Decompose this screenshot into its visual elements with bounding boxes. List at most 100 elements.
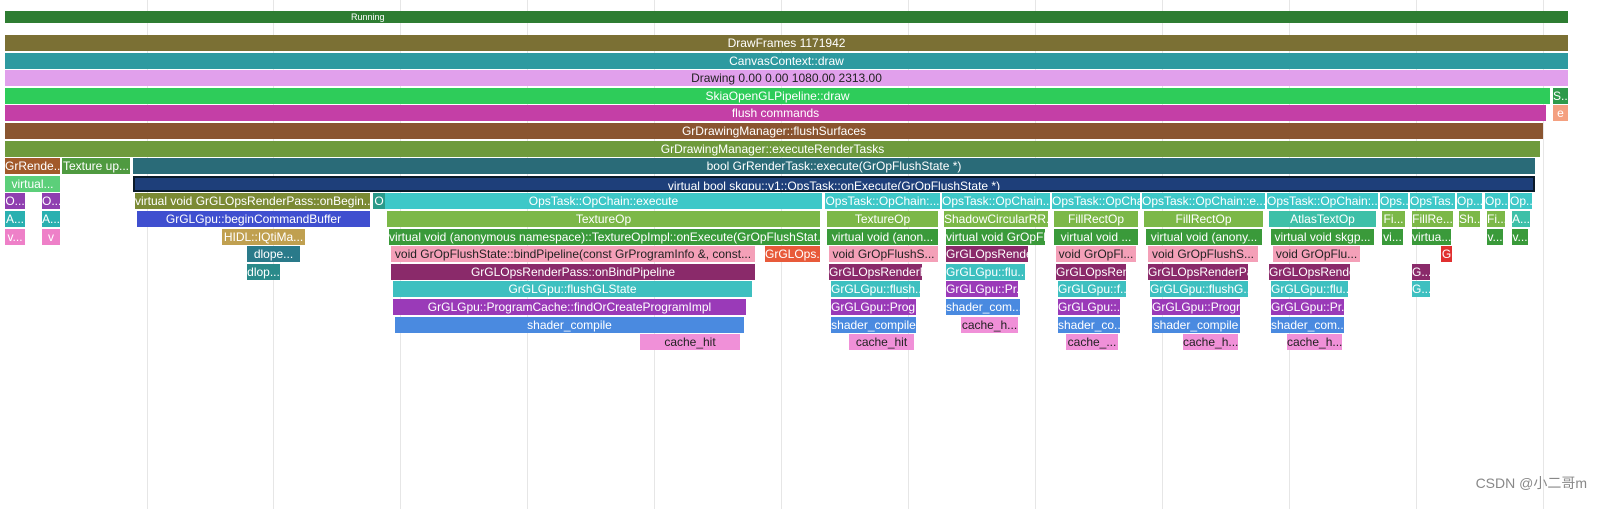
slice[interactable]: flush commands: [5, 105, 1546, 122]
slice[interactable]: GrDrawingManager::executeRenderTasks: [5, 140, 1540, 157]
slice[interactable]: cache_...: [1066, 334, 1118, 351]
slice[interactable]: virtual void (anony...: [1146, 228, 1262, 245]
slice[interactable]: cache_h...: [961, 316, 1018, 333]
slice[interactable]: G...: [1412, 263, 1430, 280]
slice[interactable]: OpsTask::OpChain:...: [1267, 193, 1378, 210]
slice[interactable]: Ops...: [1380, 193, 1408, 210]
slice[interactable]: GrGLGpu::Pr...: [946, 281, 1018, 298]
slice[interactable]: virtual void skgp...: [1271, 228, 1374, 245]
slice[interactable]: Fi...: [1382, 211, 1405, 227]
slice[interactable]: GrGLGpu::Progr...: [1152, 299, 1240, 315]
slice[interactable]: DrawFrames 1171942: [5, 35, 1568, 51]
slice[interactable]: bool GrRenderTask::execute(GrOpFlushStat…: [133, 158, 1535, 175]
slice[interactable]: virtual void (anon...: [827, 228, 938, 245]
slice[interactable]: G: [1441, 246, 1452, 263]
slice[interactable]: GrGLOpsRende...: [1269, 263, 1350, 280]
slice[interactable]: FillRectOp: [1144, 211, 1263, 227]
thread-state[interactable]: Running: [5, 11, 1568, 23]
slice[interactable]: dlope...: [247, 246, 300, 263]
slice[interactable]: shader_com...: [1271, 316, 1344, 333]
slice[interactable]: OpsTask::OpChain...: [942, 193, 1050, 210]
slice[interactable]: shader_compile: [831, 316, 916, 333]
slice[interactable]: virtual void ...: [1054, 228, 1138, 245]
slice[interactable]: cache_hit: [849, 334, 914, 351]
slice[interactable]: void GrOpFlushS...: [1148, 246, 1258, 263]
slice[interactable]: O...: [42, 193, 60, 210]
slice[interactable]: shader_co...: [1058, 316, 1120, 333]
slice[interactable]: Fi...: [1487, 211, 1505, 227]
slice[interactable]: FillRe...: [1412, 211, 1453, 227]
watermark: CSDN @小二哥m: [1475, 475, 1587, 491]
slice[interactable]: HIDL::IQtiMa...: [222, 228, 305, 245]
slice[interactable]: virtua...: [1412, 228, 1451, 245]
slice[interactable]: cache_h...: [1183, 334, 1238, 351]
slice[interactable]: OpsTask::OpChain::e...: [1142, 193, 1265, 210]
slice[interactable]: Op...: [1510, 193, 1532, 210]
slice[interactable]: vi...: [1382, 228, 1403, 245]
slice[interactable]: Texture up...: [62, 158, 130, 175]
slice[interactable]: OpsTask::OpChain::execute: [385, 193, 822, 210]
slice[interactable]: TextureOp: [387, 211, 820, 227]
slice[interactable]: Drawing 0.00 0.00 1080.00 2313.00: [5, 70, 1568, 87]
slice[interactable]: OpsTask::OpChain:...: [825, 193, 940, 210]
slice[interactable]: GrGLGpu::Prog...: [831, 299, 916, 315]
slice[interactable]: virtual void GrGLOpsRenderPass::onBegin.…: [135, 193, 370, 210]
slice[interactable]: GrGLOpsRende...: [946, 246, 1028, 263]
slice[interactable]: OpsTask::OpCha...: [1052, 193, 1140, 210]
slice[interactable]: cache_h...: [1287, 334, 1342, 351]
slice[interactable]: dlop...: [247, 263, 280, 280]
slice[interactable]: ShadowCircularRR...: [944, 211, 1048, 227]
slice[interactable]: GrGLGpu::f...: [1058, 281, 1126, 298]
slice[interactable]: virtual void GrOpFlu...: [946, 228, 1045, 245]
slice[interactable]: void GrOpFl...: [1056, 246, 1136, 263]
slice[interactable]: GrGLOpsRenderPa...: [1148, 263, 1248, 280]
slice[interactable]: TextureOp: [827, 211, 938, 227]
slice[interactable]: GrGLGpu::flushG...: [1150, 281, 1248, 298]
slice[interactable]: Op...: [1485, 193, 1508, 210]
slice[interactable]: A...: [42, 211, 60, 227]
slice[interactable]: GrRende...: [5, 158, 60, 175]
slice[interactable]: SkiaOpenGLPipeline::draw: [5, 87, 1550, 104]
slice[interactable]: virtual void (anonymous namespace)::Text…: [389, 228, 820, 245]
slice[interactable]: e: [1553, 105, 1568, 122]
slice[interactable]: GrGLOpsRenderPass::onBindPipeline: [391, 263, 755, 280]
slice[interactable]: void GrOpFlushState::bindPipeline(const …: [391, 246, 755, 263]
slice[interactable]: CanvasContext::draw: [5, 52, 1568, 69]
slice[interactable]: GrGLOpsRen...: [1056, 263, 1126, 280]
slice[interactable]: GrDrawingManager::flushSurfaces: [5, 123, 1543, 139]
slice[interactable]: shader_compile: [1152, 316, 1240, 333]
slice[interactable]: GrGLOpsRenderP...: [829, 263, 922, 280]
slice[interactable]: G...: [1412, 281, 1430, 298]
slice[interactable]: shader_compile: [395, 316, 744, 333]
slice[interactable]: OpsTas...: [1410, 193, 1455, 210]
slice[interactable]: v...: [1512, 228, 1528, 245]
slice[interactable]: GrGLGpu::flu...: [946, 263, 1025, 280]
slice[interactable]: shader_com...: [946, 299, 1020, 315]
slice[interactable]: GrGLGpu::...: [1058, 299, 1120, 315]
slice[interactable]: virtual...: [5, 175, 60, 192]
slice[interactable]: O: [373, 193, 385, 210]
slice[interactable]: virtual bool skgpu::v1::OpsTask::onExecu…: [133, 175, 1535, 192]
slice[interactable]: v...: [5, 228, 25, 245]
slice[interactable]: GrGLGpu::flushGLState: [393, 281, 752, 298]
slice[interactable]: GrGLGpu::flush...: [831, 281, 920, 298]
slice[interactable]: void GrOpFlushS...: [829, 246, 938, 263]
slice[interactable]: Op...: [1457, 193, 1482, 210]
slice[interactable]: A...: [1512, 211, 1530, 227]
slice[interactable]: v: [42, 228, 60, 245]
slice[interactable]: void GrOpFlu...: [1273, 246, 1360, 263]
slice[interactable]: cache_hit: [640, 334, 740, 351]
slice[interactable]: A...: [5, 211, 25, 227]
slice[interactable]: Sh...: [1459, 211, 1480, 227]
slice[interactable]: FillRectOp: [1054, 211, 1138, 227]
slice[interactable]: AtlasTextOp: [1269, 211, 1376, 227]
slice[interactable]: GrGLGpu::ProgramCache::findOrCreateProgr…: [393, 299, 746, 315]
slice[interactable]: GrGLGpu::flu...: [1271, 281, 1348, 298]
slice[interactable]: S...: [1553, 87, 1568, 104]
slice[interactable]: GrGLGpu::Pr...: [1271, 299, 1344, 315]
slice[interactable]: O...: [5, 193, 25, 210]
slice[interactable]: v...: [1487, 228, 1503, 245]
slice[interactable]: GrGLOps...: [765, 246, 820, 263]
slice[interactable]: GrGLGpu::beginCommandBuffer: [137, 211, 370, 227]
